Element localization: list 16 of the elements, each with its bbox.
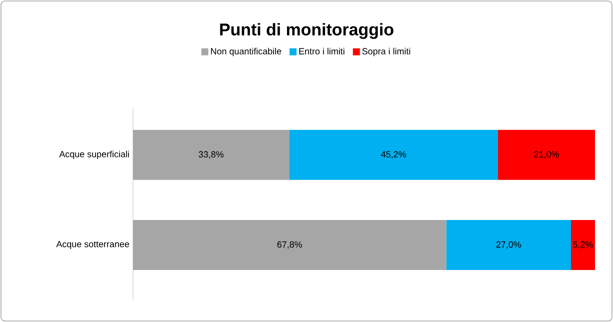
bar <box>446 220 571 270</box>
legend-label: Sopra i limiti <box>362 48 410 56</box>
bar <box>570 220 596 270</box>
data-label: 5,2% <box>573 241 593 249</box>
data-label: 21,0% <box>534 151 559 159</box>
chart-title: Punti di monitoraggio <box>220 23 394 39</box>
legend-label: Entro i limiti <box>299 48 344 54</box>
data-label: 67,8% <box>277 241 302 249</box>
bar <box>498 130 596 180</box>
y-tick-label: Acque sotterranee <box>56 241 130 250</box>
data-label: 45,2% <box>381 151 406 159</box>
data-label: 27,0% <box>496 241 522 249</box>
data-label: 33,8% <box>198 151 224 159</box>
y-tick-label: Acque superficiali <box>59 150 129 160</box>
bar <box>289 130 498 180</box>
legend-label: Non quantificabile <box>211 48 282 56</box>
